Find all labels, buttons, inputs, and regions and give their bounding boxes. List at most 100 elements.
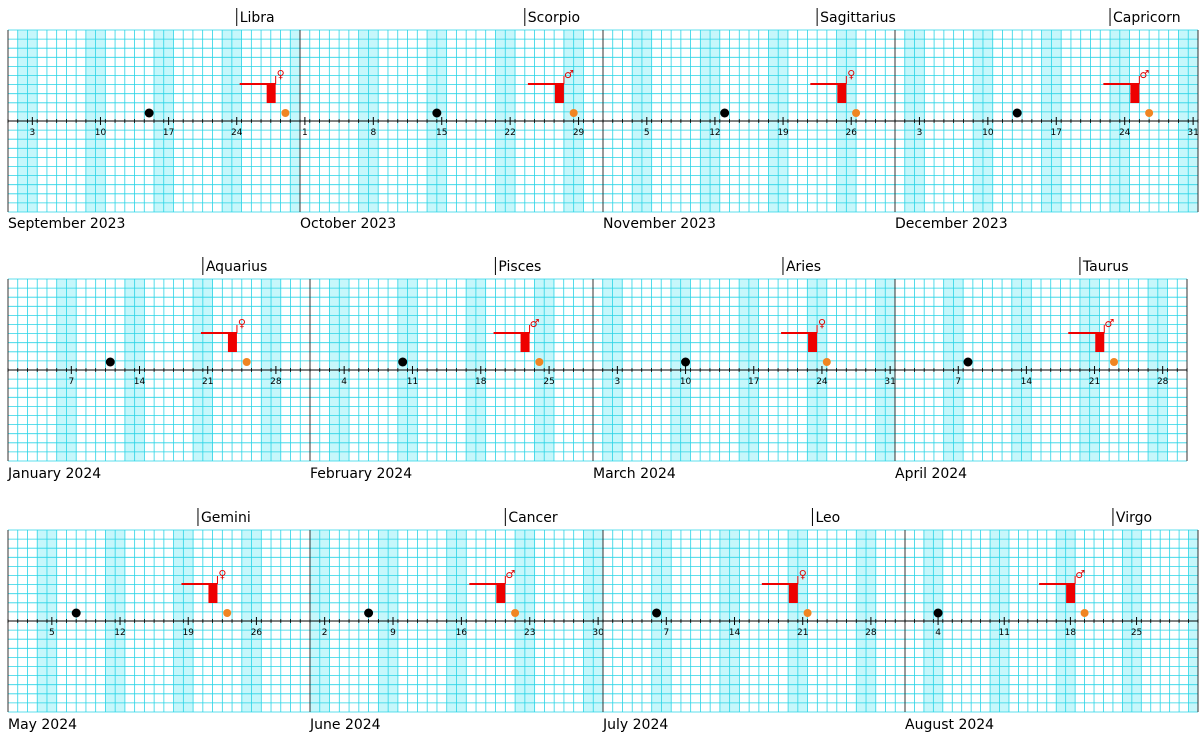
axis-tick-label: 24 — [816, 377, 828, 387]
venus-symbol: ♀ — [818, 317, 826, 330]
new-moon-dot — [720, 108, 730, 118]
axis-tick-label: 18 — [475, 377, 487, 387]
orange-dot — [803, 609, 812, 617]
marker-bar — [788, 584, 798, 603]
axis-tick-label: 12 — [709, 128, 720, 138]
axis-tick-label: 10 — [982, 128, 994, 138]
month-panel: 1 8 15 22 29 Scorpio ♂ October 2023 — [299, 8, 604, 232]
month-panel: 4 11 18 25 Virgo ♂ August 2024 — [904, 508, 1199, 733]
month-label: May 2024 — [8, 717, 77, 733]
axis-tick-label: 21 — [797, 628, 808, 638]
zodiac-sign-label: Capricorn — [1113, 10, 1181, 26]
axis-tick-label: 2 — [322, 628, 328, 638]
axis-tick-label: 23 — [524, 628, 535, 638]
marker-bar — [208, 584, 218, 603]
orange-dot — [822, 358, 831, 366]
axis-tick-label: 22 — [504, 128, 515, 138]
axis-tick-label: 17 — [163, 128, 174, 138]
zodiac-sign-label: Scorpio — [528, 10, 580, 26]
marker-bar — [1130, 84, 1140, 103]
month-label: September 2023 — [8, 216, 125, 232]
month-label: April 2024 — [895, 466, 967, 482]
axis-tick-label: 17 — [1051, 128, 1062, 138]
venus-symbol: ♀ — [218, 568, 226, 581]
month-label: February 2024 — [310, 466, 412, 482]
new-moon-dot — [652, 608, 662, 618]
month-panel: 4 11 18 25 Pisces ♂ February 2024 — [309, 257, 594, 482]
axis-tick-label: 5 — [49, 628, 55, 638]
axis-tick-label: 4 — [341, 377, 347, 387]
new-moon-dot — [432, 108, 442, 118]
zodiac-sign-label: Leo — [815, 510, 840, 526]
new-moon-dot — [681, 357, 691, 367]
axis-tick-label: 25 — [1131, 628, 1142, 638]
axis-tick-label: 15 — [436, 128, 447, 138]
axis-tick-label: 9 — [390, 628, 396, 638]
orange-dot — [569, 109, 578, 117]
axis-tick-label: 3 — [917, 128, 923, 138]
new-moon-dot — [963, 357, 973, 367]
orange-dot — [1080, 609, 1089, 617]
month-label: January 2024 — [7, 466, 101, 482]
new-moon-dot — [398, 357, 408, 367]
axis-tick-label: 3 — [29, 128, 35, 138]
month-label: August 2024 — [905, 717, 994, 733]
month-panel: 5 12 19 26 Gemini ♀ May 2024 — [7, 508, 311, 733]
month-panel: 3 10 17 24 31 Capricorn ♂ December 2023 — [894, 8, 1199, 232]
axis-tick-label: 7 — [68, 377, 74, 387]
axis-tick-label: 3 — [614, 377, 620, 387]
axis-tick-label: 10 — [95, 128, 107, 138]
axis-tick-label: 28 — [865, 628, 877, 638]
axis-tick-label: 25 — [543, 377, 554, 387]
venus-symbol: ♀ — [799, 568, 807, 581]
marker-bar — [554, 84, 564, 103]
mars-symbol: ♂ — [564, 68, 574, 81]
axis-tick-label: 21 — [1089, 377, 1100, 387]
month-label: June 2024 — [309, 717, 381, 733]
month-label: July 2024 — [602, 717, 668, 733]
venus-symbol: ♀ — [238, 317, 246, 330]
axis-tick-label: 14 — [134, 377, 146, 387]
axis-tick-label: 31 — [884, 377, 895, 387]
zodiac-sign-label: Virgo — [1116, 510, 1152, 526]
mars-symbol: ♂ — [1075, 568, 1085, 581]
new-moon-dot — [144, 108, 154, 118]
axis-tick-label: 19 — [182, 628, 194, 638]
axis-tick-label: 30 — [592, 628, 604, 638]
orange-dot — [852, 109, 861, 117]
orange-dot — [1145, 109, 1154, 117]
orange-dot — [281, 109, 290, 117]
axis-tick-label: 18 — [1065, 628, 1077, 638]
month-panel: 7 14 21 28 Taurus ♂ April 2024 — [894, 257, 1188, 482]
axis-tick-label: 14 — [1021, 377, 1033, 387]
mars-symbol: ♂ — [1104, 317, 1114, 330]
marker-bar — [520, 333, 530, 352]
axis-tick-label: 5 — [644, 128, 650, 138]
month-label: November 2023 — [603, 216, 716, 232]
axis-tick-label: 12 — [114, 628, 125, 638]
new-moon-dot — [105, 357, 115, 367]
axis-tick-label: 8 — [370, 128, 376, 138]
axis-tick-label: 16 — [456, 628, 468, 638]
marker-bar — [496, 584, 506, 603]
axis-tick-label: 21 — [202, 377, 213, 387]
orange-dot — [511, 609, 520, 617]
axis-tick-label: 7 — [663, 628, 669, 638]
axis-tick-label: 31 — [1187, 128, 1198, 138]
axis-tick-label: 28 — [1157, 377, 1169, 387]
marker-bar — [266, 84, 276, 103]
mars-symbol: ♂ — [1139, 68, 1149, 81]
axis-tick-label: 26 — [251, 628, 263, 638]
new-moon-dot — [71, 608, 81, 618]
month-label: December 2023 — [895, 216, 1008, 232]
axis-tick-label: 14 — [729, 628, 741, 638]
axis-tick-label: 29 — [573, 128, 585, 138]
month-panel: 2 9 16 23 30 Cancer ♂ June 2024 — [309, 508, 604, 733]
marker-bar — [1095, 333, 1105, 352]
axis-tick-label: 7 — [955, 377, 961, 387]
month-label: March 2024 — [593, 466, 676, 482]
new-moon-dot — [364, 608, 374, 618]
axis-tick-label: 11 — [999, 628, 1010, 638]
new-moon-dot — [1012, 108, 1022, 118]
